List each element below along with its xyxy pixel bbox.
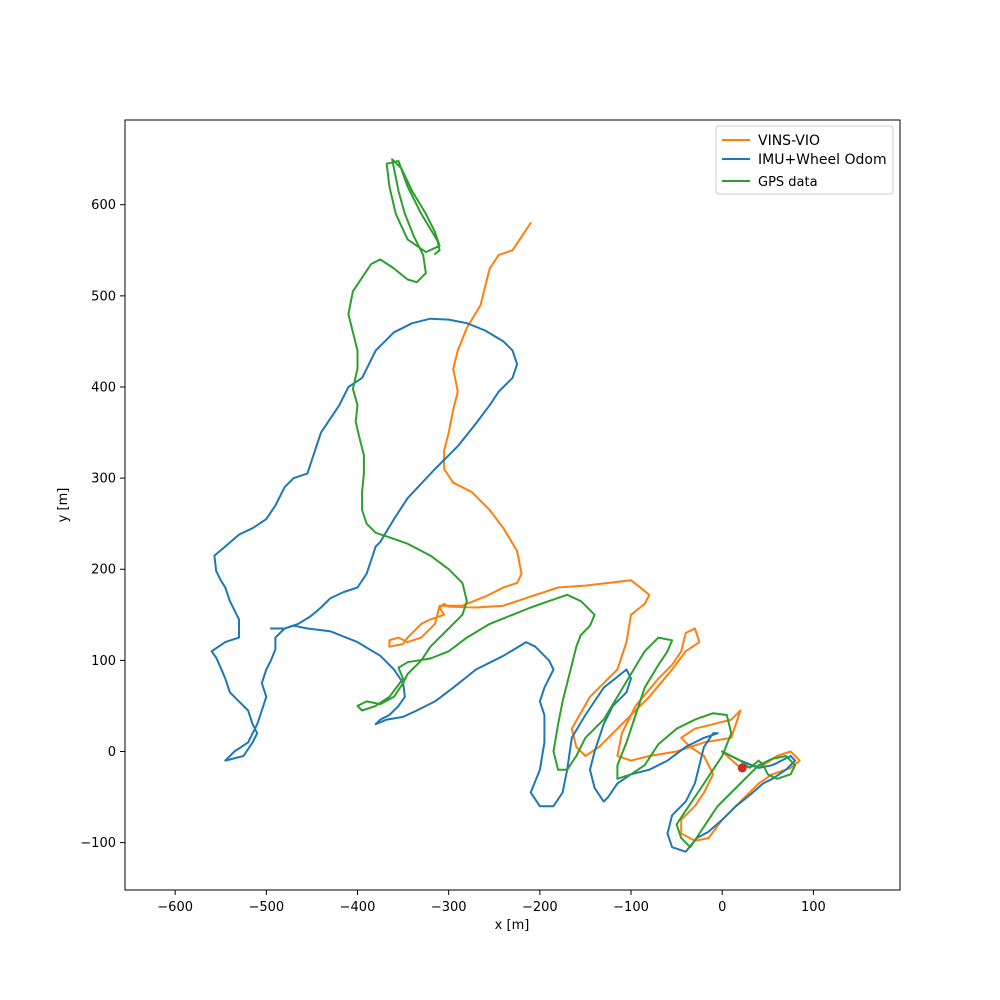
y-axis-label: y [m] <box>56 488 71 523</box>
x-tick-label: −300 <box>431 900 467 915</box>
legend-label: VINS-VIO <box>758 133 820 149</box>
x-axis-label: x [m] <box>495 918 530 933</box>
marker-layer <box>737 763 747 773</box>
series-line-0 <box>388 222 801 842</box>
x-tick-label: −100 <box>613 900 649 915</box>
series-line-2 <box>347 158 797 849</box>
y-tick-label: 0 <box>108 745 116 760</box>
legend: VINS-VIO IMU+Wheel Odom GPS data <box>715 125 894 195</box>
plot-frame <box>124 119 901 891</box>
y-tick-label: 500 <box>91 289 116 304</box>
y-tick-label: −100 <box>80 836 116 851</box>
legend-box <box>715 125 894 195</box>
x-tick-label: 100 <box>801 900 826 915</box>
series-layer <box>210 158 801 853</box>
y-tick-label: 400 <box>91 380 116 395</box>
x-tick-label: −500 <box>248 900 284 915</box>
legend-label: IMU+Wheel Odom <box>758 152 887 168</box>
x-tick-label: 0 <box>718 900 726 915</box>
y-tick-label: 100 <box>91 654 116 669</box>
x-tick-label: −200 <box>522 900 558 915</box>
x-axis-ticks: −600 −500 −400 −300 −200 −100 0 100 <box>157 890 826 915</box>
plot-background <box>125 120 900 890</box>
x-tick-label: −600 <box>157 900 193 915</box>
y-tick-label: 200 <box>91 563 116 578</box>
y-axis-ticks: −100 0 100 200 300 400 500 600 <box>80 198 125 851</box>
x-tick-label: −400 <box>340 900 376 915</box>
start-marker <box>737 763 747 773</box>
legend-label: GPS data <box>758 175 818 190</box>
y-tick-label: 300 <box>91 472 116 487</box>
y-tick-label: 600 <box>91 198 116 213</box>
series-line-1 <box>210 317 797 853</box>
